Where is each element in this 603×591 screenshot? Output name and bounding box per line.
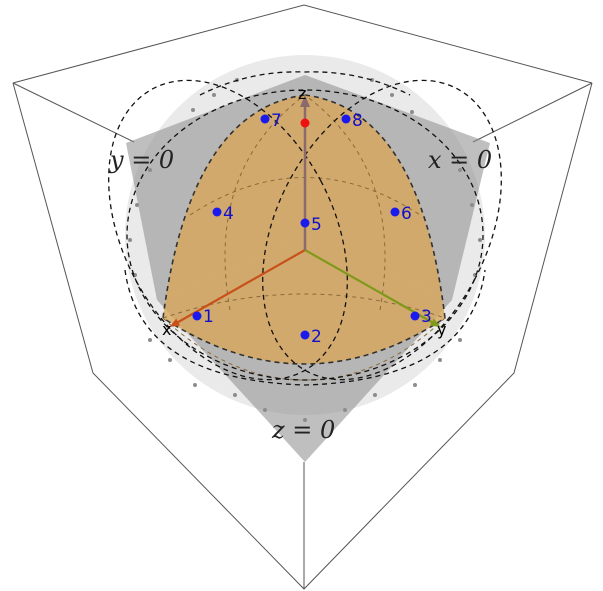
plane-label-x: x = 0 bbox=[428, 146, 492, 174]
point-8: 8 bbox=[341, 111, 363, 131]
point-6: 6 bbox=[390, 204, 412, 224]
highlight-point bbox=[300, 118, 310, 128]
bounding-box bbox=[12, 4, 593, 590]
great-circles bbox=[108, 71, 502, 386]
z-axis-label: z bbox=[298, 84, 306, 103]
point-5: 5 bbox=[300, 215, 322, 235]
point-3-label: 3 bbox=[421, 307, 432, 327]
x-axis-label: x bbox=[162, 320, 171, 339]
point-1-label: 1 bbox=[203, 307, 214, 327]
plane-label-y: y = 0 bbox=[109, 146, 174, 174]
numbered-points: 1 2 3 4 5 6 7 8 bbox=[192, 111, 432, 347]
point-6-label: 6 bbox=[401, 204, 412, 224]
plane-label-z: z = 0 bbox=[271, 416, 335, 444]
point-4-label: 4 bbox=[223, 204, 234, 224]
point-4: 4 bbox=[212, 204, 234, 224]
point-7-label: 7 bbox=[271, 111, 282, 131]
point-3: 3 bbox=[410, 307, 432, 327]
point-2: 2 bbox=[300, 327, 322, 347]
point-2-label: 2 bbox=[311, 327, 322, 347]
point-1: 1 bbox=[192, 307, 214, 327]
point-5-label: 5 bbox=[311, 215, 322, 235]
point-8-label: 8 bbox=[352, 111, 363, 131]
point-7: 7 bbox=[260, 111, 282, 131]
y-axis-label: y bbox=[437, 320, 446, 339]
